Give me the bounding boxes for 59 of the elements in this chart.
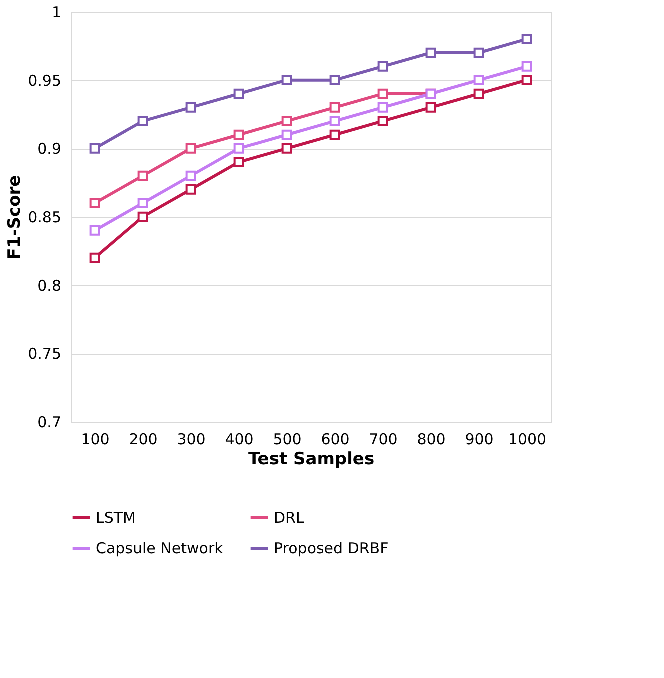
point: [138, 212, 148, 222]
point: [522, 61, 532, 72]
x-tick-label: 800: [417, 430, 446, 448]
y-axis-title: F1-Score: [5, 175, 26, 260]
point: [234, 88, 244, 100]
point: [90, 225, 100, 236]
point: [522, 75, 532, 86]
point: [186, 102, 196, 113]
point: [522, 34, 532, 45]
point: [234, 143, 244, 154]
point: [426, 48, 436, 58]
legend-label: Proposed DRBF: [274, 540, 389, 558]
x-tick-label: 200: [129, 430, 158, 448]
point: [234, 130, 244, 140]
point: [138, 116, 148, 127]
legend-label: LSTM: [96, 508, 136, 527]
point: [378, 102, 388, 113]
point: [474, 75, 484, 86]
point: [330, 116, 340, 127]
point: [474, 48, 484, 58]
point: [282, 143, 292, 154]
point: [282, 75, 292, 86]
x-tick-label: 1000: [508, 430, 547, 448]
x-tick-label: 300: [177, 430, 206, 448]
x-tick-label: 400: [225, 430, 254, 448]
point: [282, 130, 292, 140]
x-tick-label: 900: [465, 430, 494, 448]
point: [186, 170, 196, 182]
point: [90, 252, 100, 264]
point: [138, 198, 148, 209]
point: [90, 143, 100, 154]
point: [186, 184, 196, 195]
x-tick-label: 600: [321, 430, 350, 448]
y-tick-label: 0.95: [28, 72, 62, 90]
point: [426, 102, 436, 113]
point: [330, 130, 340, 140]
point: [234, 157, 244, 168]
point: [378, 61, 388, 72]
y-tick-label: 0.7: [38, 414, 62, 432]
y-tick-label: 0.85: [28, 208, 62, 226]
point: [330, 102, 340, 113]
x-axis-title: Test Samples: [248, 450, 375, 470]
y-tick-label: 1: [52, 4, 62, 22]
point: [378, 116, 388, 127]
point: [138, 170, 148, 182]
y-tick-label: 0.8: [38, 276, 62, 295]
point: [330, 75, 340, 86]
point: [474, 88, 484, 100]
point: [90, 198, 100, 209]
legend-label: Capsule Network: [96, 540, 224, 558]
point: [378, 88, 388, 100]
y-tick-label: 0.75: [28, 345, 62, 364]
point: [282, 116, 292, 127]
y-tick-label: 0.9: [38, 140, 62, 158]
x-tick-label: 100: [81, 430, 110, 448]
x-tick-label: 700: [369, 430, 398, 448]
x-tick-label: 500: [273, 430, 302, 448]
legend-label: DRL: [274, 508, 305, 527]
point: [186, 143, 196, 154]
